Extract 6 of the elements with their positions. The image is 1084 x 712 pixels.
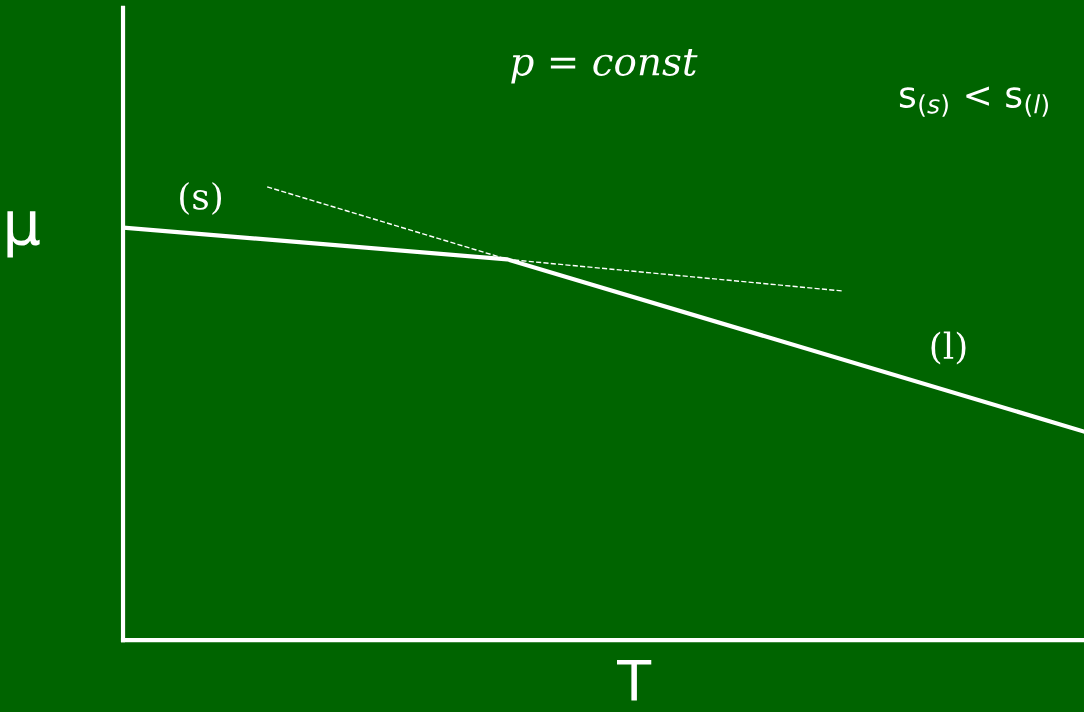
text: s$_{(s)}$ < s$_{(l)}$ bbox=[899, 86, 1048, 117]
annotation: (l) bbox=[931, 331, 966, 365]
annotation: (s) bbox=[180, 181, 222, 215]
x-axis-title: T bbox=[617, 659, 652, 701]
chart-title: p = const bbox=[511, 48, 698, 84]
y-axis-title: μ bbox=[7, 211, 40, 258]
